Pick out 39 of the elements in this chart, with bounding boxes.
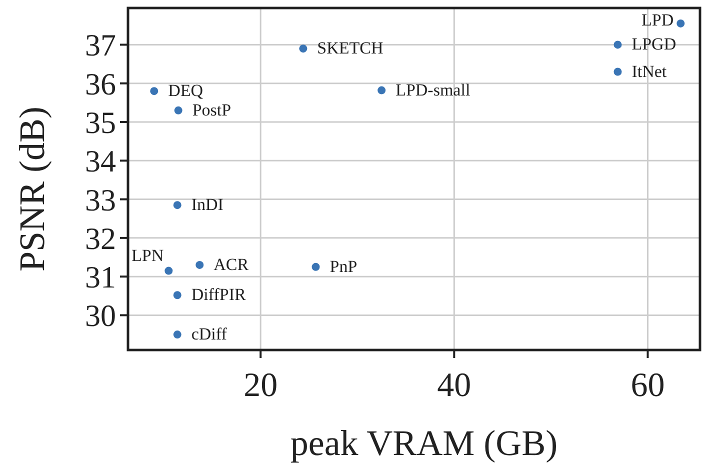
annotation: LPD-small <box>396 80 470 100</box>
point <box>676 19 685 28</box>
x-axis-title: peak VRAM (GB) <box>290 423 558 463</box>
annotation: ACR <box>214 254 250 274</box>
y-tick-label: 35 <box>85 105 116 140</box>
y-tick-label: 34 <box>85 144 116 179</box>
point <box>312 262 320 271</box>
annotation: ItNet <box>632 62 667 81</box>
annotation: PnP <box>330 256 358 276</box>
x-tick-label: 20 <box>244 367 278 404</box>
point <box>174 106 182 114</box>
annotation: LPD <box>642 10 674 30</box>
point <box>173 291 182 300</box>
x-tick-label: 40 <box>437 367 472 404</box>
point <box>173 201 182 210</box>
y-tick-label: 31 <box>85 260 116 295</box>
y-tick-label: 32 <box>85 220 116 256</box>
annotation: PostP <box>192 100 232 120</box>
y-tick-label: 36 <box>85 66 116 102</box>
annotation: LPGD <box>632 34 676 54</box>
point <box>173 330 182 339</box>
y-axis-title: PSNR (dB) <box>12 106 52 272</box>
annotation: DiffPIR <box>191 285 246 304</box>
point <box>614 68 622 76</box>
annotation: DEQ <box>168 81 204 100</box>
y-tick-label: 30 <box>85 298 116 334</box>
annotation: InDI <box>191 195 224 214</box>
point <box>299 44 308 53</box>
annotation: cDiff <box>191 324 228 344</box>
point <box>378 86 386 94</box>
point <box>614 40 622 49</box>
point <box>150 87 158 96</box>
annotation: SKETCH <box>317 38 384 58</box>
x-tick-label: 60 <box>630 367 665 404</box>
annotation: LPN <box>132 246 164 265</box>
y-tick-label: 37 <box>85 28 116 63</box>
y-tick-label: 33 <box>85 182 116 218</box>
point <box>196 260 204 269</box>
point <box>164 266 173 275</box>
